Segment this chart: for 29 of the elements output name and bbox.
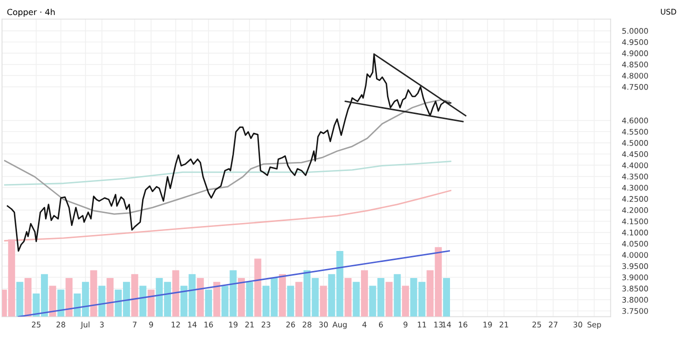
bar xyxy=(254,258,262,317)
bar xyxy=(443,278,450,317)
bar xyxy=(352,282,360,317)
bar xyxy=(246,282,254,317)
bar xyxy=(90,270,98,317)
bar xyxy=(66,278,73,317)
bar xyxy=(238,278,245,317)
bar xyxy=(360,270,368,317)
bar xyxy=(49,286,56,317)
chart-title: Copper · 4h xyxy=(7,8,55,17)
bar xyxy=(131,274,138,317)
bar xyxy=(320,286,327,317)
bar xyxy=(278,274,286,317)
bar xyxy=(196,278,204,317)
bar xyxy=(139,286,146,317)
bar xyxy=(106,278,114,317)
bar xyxy=(172,270,180,317)
bar xyxy=(24,278,32,317)
bar xyxy=(57,290,64,317)
bar xyxy=(386,282,393,317)
bar xyxy=(344,278,352,317)
bar xyxy=(205,290,212,317)
bar xyxy=(402,286,409,317)
bar xyxy=(148,290,155,317)
bar xyxy=(16,282,24,317)
bar xyxy=(394,274,401,317)
bar xyxy=(295,282,302,317)
bar xyxy=(287,286,294,317)
bar xyxy=(98,286,106,317)
